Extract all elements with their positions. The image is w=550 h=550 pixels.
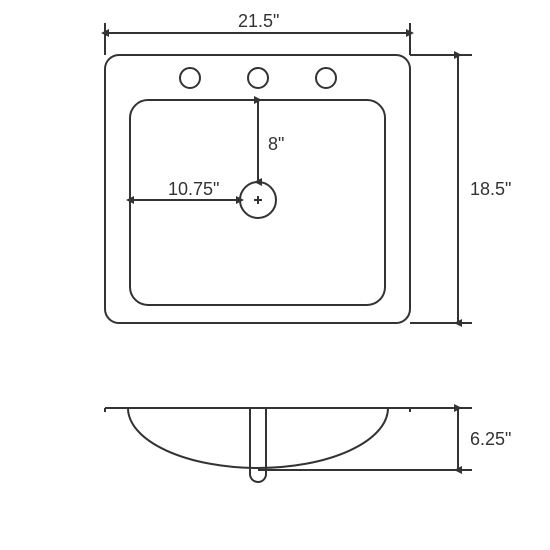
dim-label-hole-spacing: 8"	[268, 134, 284, 154]
dim-label-width: 21.5"	[238, 11, 279, 31]
dim-label-height: 18.5"	[470, 179, 511, 199]
faucet-hole-1	[248, 68, 268, 88]
dim-label-half-width: 10.75"	[168, 179, 219, 199]
faucet-hole-0	[180, 68, 200, 88]
faucet-hole-2	[316, 68, 336, 88]
dim-label-depth: 6.25"	[470, 429, 511, 449]
sink-dimension-diagram: 21.5" 18.5" 6.25" 8" 10.75"	[0, 0, 550, 550]
sink-outer-rim	[105, 55, 410, 323]
side-bowl-outline	[128, 408, 388, 468]
